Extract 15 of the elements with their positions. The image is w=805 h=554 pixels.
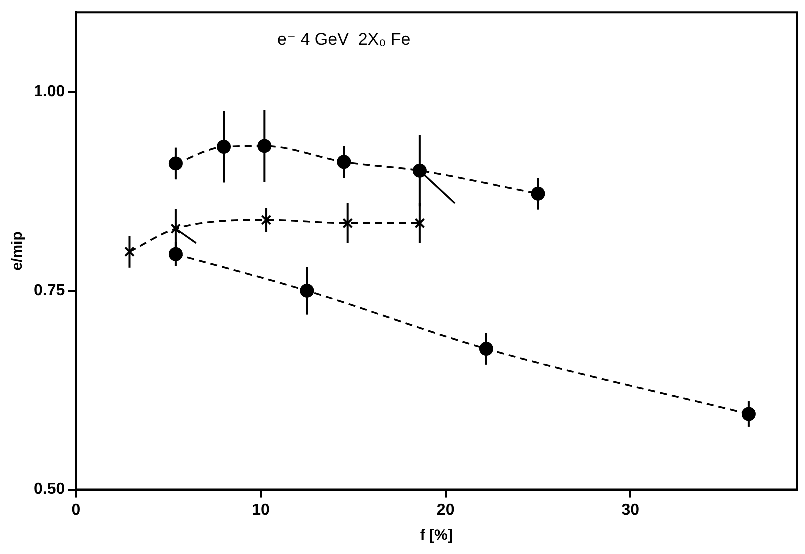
y-tick-label: 1.00 xyxy=(34,84,66,101)
point xyxy=(414,218,426,229)
x-tick-label: 10 xyxy=(252,502,270,519)
text: e⁻ 4 GeV 2X₀ Fe xyxy=(278,30,411,50)
x-tick-label: 20 xyxy=(436,502,455,519)
x-axis-title: f [%] xyxy=(420,527,453,544)
x-tick-label: 30 xyxy=(622,502,640,519)
point xyxy=(342,218,354,229)
point xyxy=(124,246,135,258)
point xyxy=(170,224,182,234)
y-tick-label: 0.50 xyxy=(34,481,66,498)
x-tick-label: 0 xyxy=(72,502,81,519)
y-axis-title: e/mip xyxy=(9,232,26,271)
point xyxy=(261,214,272,226)
y-tick-label: 0.75 xyxy=(34,282,66,300)
